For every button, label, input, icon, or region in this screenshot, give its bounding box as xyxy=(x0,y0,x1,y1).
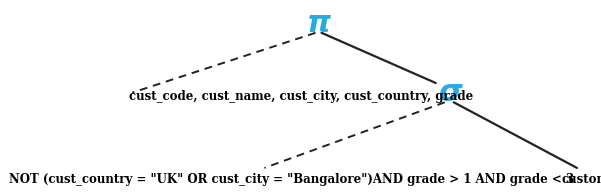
Text: σ: σ xyxy=(439,78,463,107)
Text: customer: customer xyxy=(562,173,601,186)
Text: π: π xyxy=(307,9,331,38)
Text: NOT (cust_country = "UK" OR cust_city = "Bangalore")AND grade > 1 AND grade < 3: NOT (cust_country = "UK" OR cust_city = … xyxy=(9,173,574,186)
Text: cust_code, cust_name, cust_city, cust_country, grade: cust_code, cust_name, cust_city, cust_co… xyxy=(129,90,474,103)
